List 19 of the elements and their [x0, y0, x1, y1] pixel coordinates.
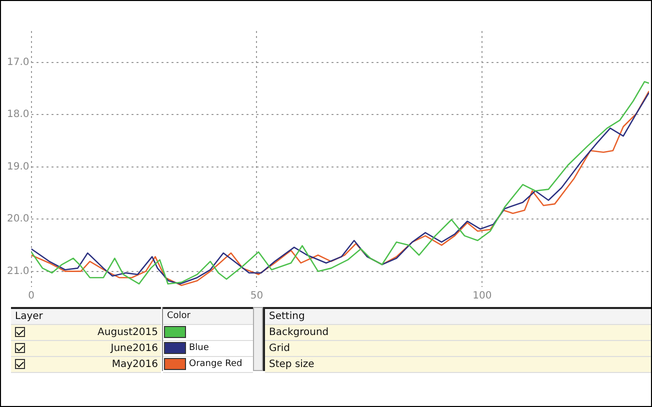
y-tick-label: 20.0	[7, 214, 30, 225]
legend-label: August2015	[98, 326, 158, 340]
text: Step size	[265, 357, 652, 373]
text: Color	[163, 307, 253, 325]
y-tick-label: 18.0	[7, 109, 30, 120]
legend-label: June2016	[110, 342, 158, 356]
text: Layer	[11, 307, 161, 325]
text: Setting	[265, 307, 652, 325]
text: Grid	[265, 341, 652, 357]
legend-label: May2016	[112, 358, 158, 372]
x-tick-label: 0	[28, 290, 34, 302]
text: Orange Red	[163, 357, 253, 373]
x-tick-label: 50	[250, 290, 264, 302]
y-tick-label: 19.0	[7, 161, 30, 172]
y-tick-label: 17.0	[7, 56, 30, 68]
x-tick-label: 100	[472, 290, 492, 302]
text: Background	[265, 325, 652, 341]
y-tick-label: 21.0	[7, 266, 30, 277]
text: Blue	[163, 341, 253, 357]
